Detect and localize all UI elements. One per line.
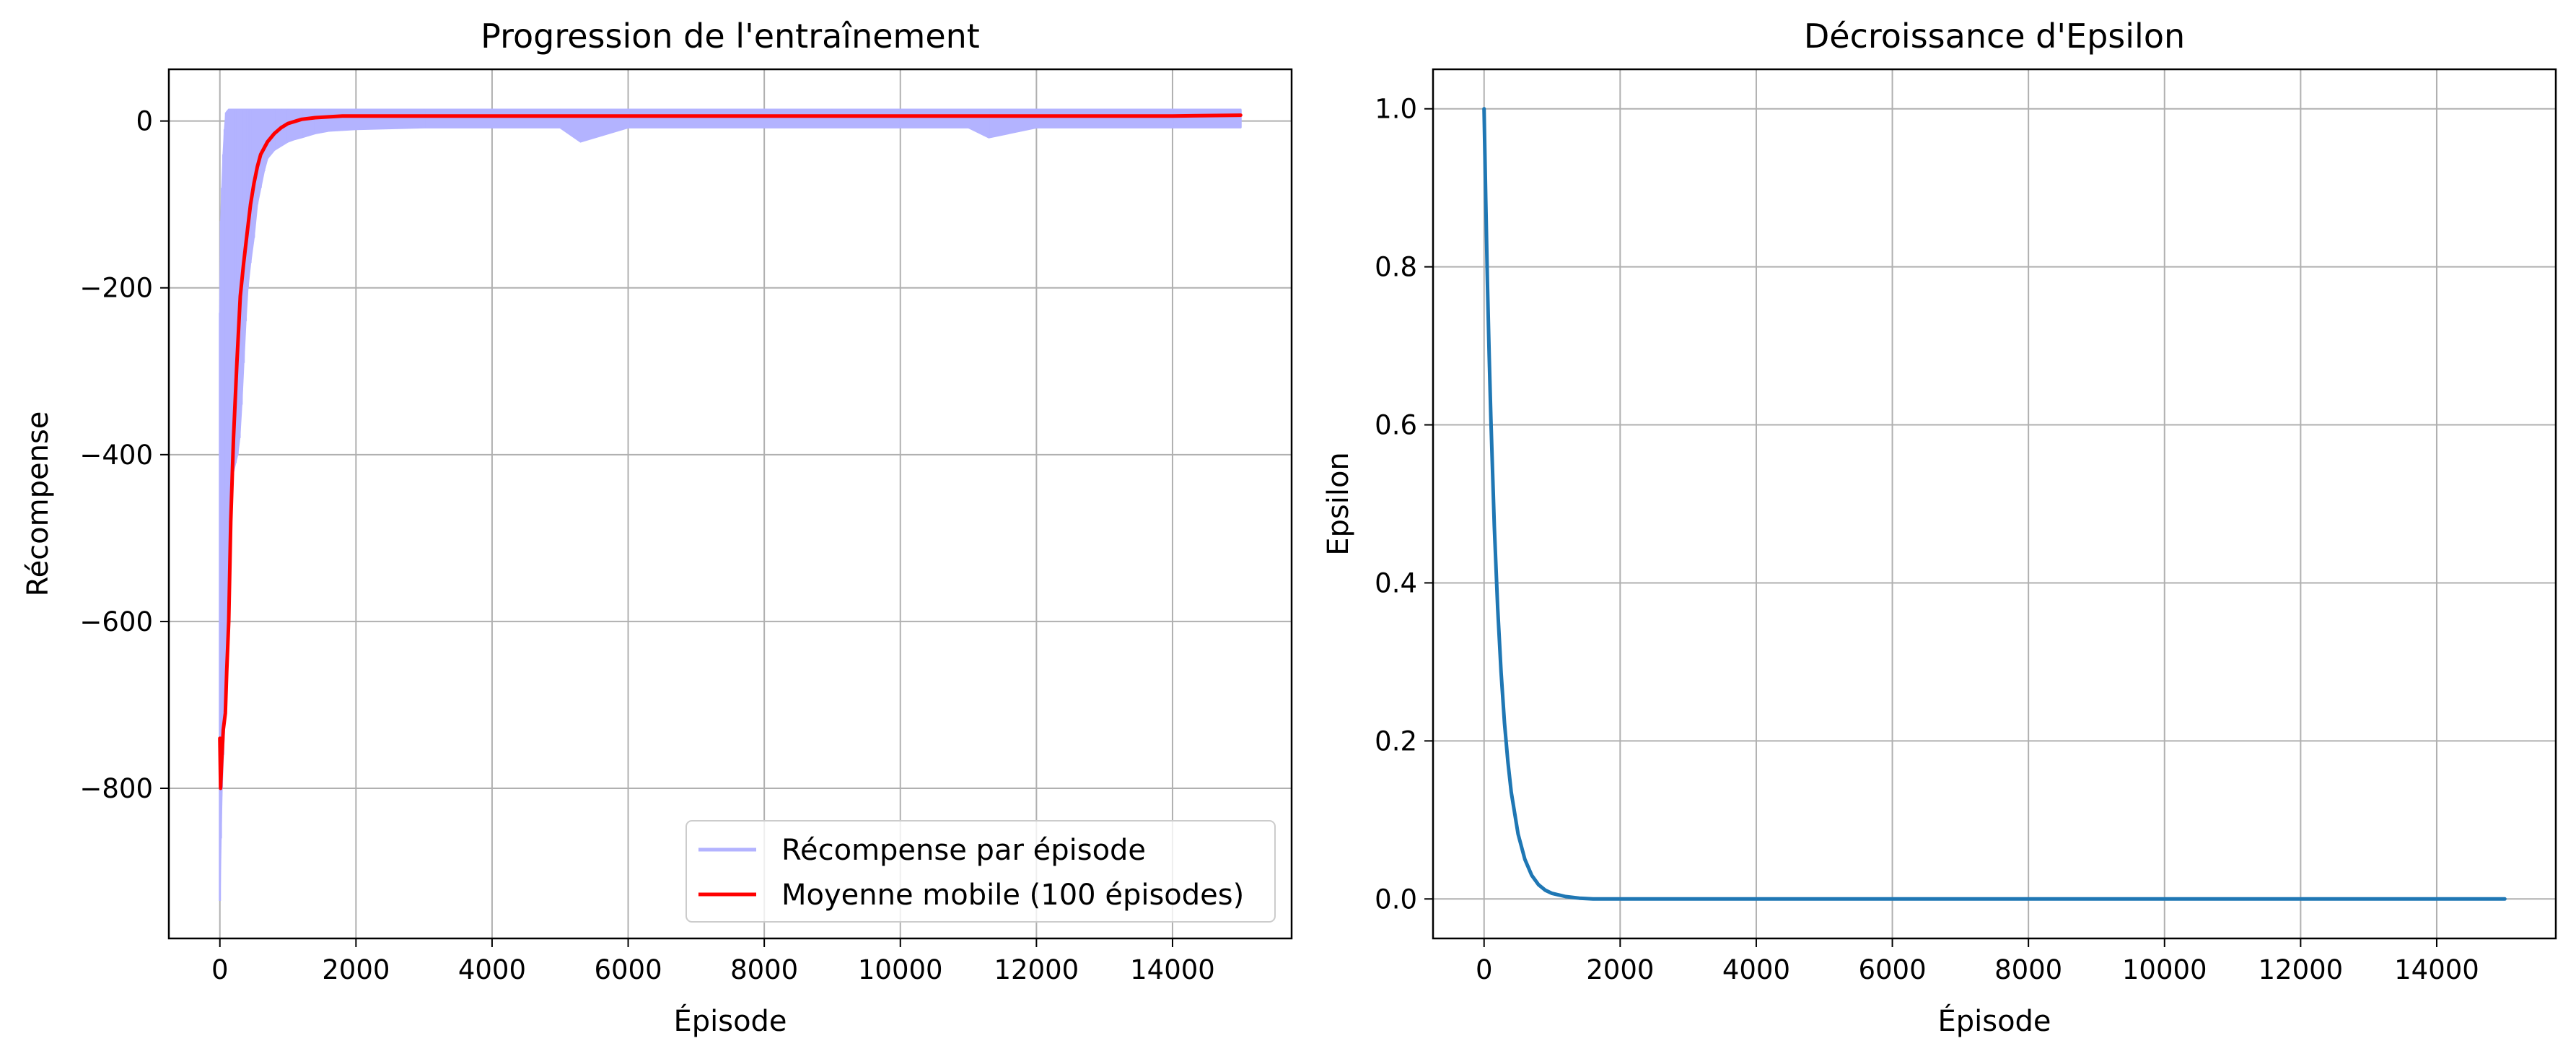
y-tick-label: 0.0 [1375, 884, 1417, 915]
plot-area [218, 108, 1243, 902]
y-tick-label: 0 [136, 106, 153, 137]
legend-frame [685, 820, 1276, 923]
x-axis-label: Épisode [673, 1003, 787, 1038]
ticks: 0 2000 4000 6000 8000 10000 12000 14000 0.0 0.2 0.… [1375, 94, 2479, 985]
x-tick-label: 0 [211, 954, 229, 985]
y-tick-label: −600 [79, 606, 153, 637]
x-tick-label: 6000 [594, 954, 662, 985]
x-tick-label: 4000 [1722, 954, 1790, 985]
x-tick-label: 2000 [322, 954, 390, 985]
x-tick-label: 10000 [858, 954, 943, 985]
y-tick-label: −400 [79, 440, 153, 471]
series-moving-average-line [218, 113, 1243, 790]
y-tick-label: −200 [79, 273, 153, 304]
plot-area [1482, 107, 2507, 901]
chart-training-progress: Progression de l'entraînement 0 2000 4000 6… [22, 17, 1293, 1038]
plot-frame [1432, 68, 2557, 940]
grid [169, 69, 1292, 938]
x-tick-label: 2000 [1586, 954, 1654, 985]
y-axis-label: Récompense [22, 411, 55, 597]
plot-frame [167, 68, 1293, 940]
y-tick-label: 0.8 [1375, 252, 1417, 283]
ticks: 0 2000 4000 6000 8000 10000 12000 14000 0 −200 −40… [79, 106, 1214, 985]
x-axis-label: Épisode [1937, 1003, 2051, 1038]
y-axis-label: Epsilon [1322, 452, 1355, 556]
x-tick-label: 6000 [1858, 954, 1926, 985]
x-tick-label: 12000 [994, 954, 1079, 985]
legend-label-raw: Récompense par épisode [781, 834, 1146, 867]
y-tick-label: 1.0 [1375, 94, 1417, 125]
series-epsilon-line [1482, 107, 2507, 901]
legend-label-moving-average: Moyenne mobile (100 épisodes) [781, 879, 1244, 912]
y-tick-label: 0.2 [1375, 725, 1417, 757]
x-tick-label: 8000 [730, 954, 798, 985]
y-tick-label: 0.4 [1375, 567, 1417, 598]
y-tick-label: −800 [79, 773, 153, 804]
x-tick-label: 0 [1476, 954, 1493, 985]
x-tick-label: 14000 [1130, 954, 1215, 985]
legend: Récompense par épisode Moyenne mobile (1… [685, 820, 1276, 923]
chart-title: Décroissance d'Epsilon [1804, 17, 2185, 56]
x-tick-label: 14000 [2394, 954, 2479, 985]
chart-epsilon-decay: Décroissance d'Epsilon 0 2000 4000 6000 8000… [1322, 17, 2557, 1038]
y-tick-label: 0.6 [1375, 410, 1417, 441]
x-tick-label: 4000 [458, 954, 526, 985]
x-tick-label: 10000 [2122, 954, 2207, 985]
x-tick-label: 8000 [1994, 954, 2062, 985]
chart-title: Progression de l'entraînement [481, 17, 980, 56]
x-tick-label: 12000 [2259, 954, 2344, 985]
